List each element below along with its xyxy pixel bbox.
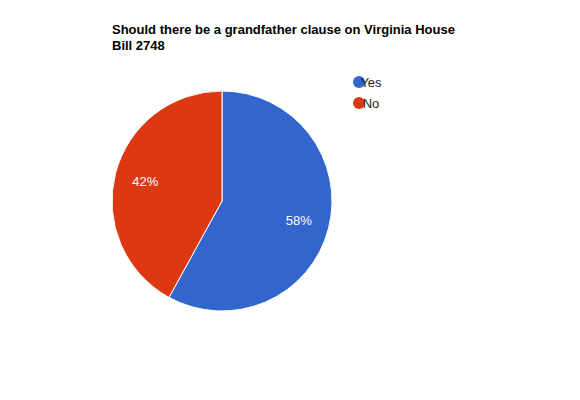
svg-text:58%: 58% (286, 213, 312, 228)
svg-text:Yes: Yes (360, 75, 382, 90)
svg-text:No: No (363, 96, 380, 111)
html-text:Should there be a grandfather: Should there be a grandfather clause on … (112, 22, 455, 53)
svg-text:42%: 42% (132, 174, 158, 189)
